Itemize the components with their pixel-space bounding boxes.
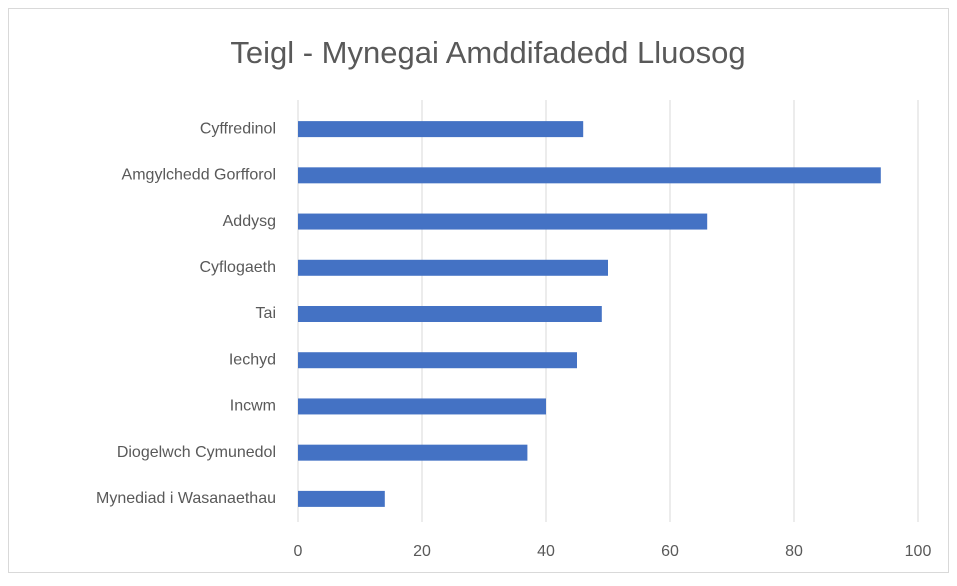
bar bbox=[298, 167, 881, 184]
x-tick-label: 20 bbox=[413, 543, 431, 560]
bar bbox=[298, 490, 385, 507]
chart-title: Teigl - Mynegai Amddifadedd Lluosog bbox=[230, 35, 745, 70]
x-tick-label: 60 bbox=[661, 543, 679, 560]
bar bbox=[298, 213, 708, 230]
y-tick-label: Incwm bbox=[230, 398, 276, 415]
x-tick-label: 40 bbox=[537, 543, 555, 560]
bar bbox=[298, 306, 602, 322]
y-tick-label: Diogelwch Cymunedol bbox=[117, 444, 276, 461]
chart-frame bbox=[8, 8, 949, 573]
y-tick-label: Addysg bbox=[223, 213, 276, 230]
bar bbox=[298, 444, 528, 461]
x-tick-label: 80 bbox=[785, 543, 803, 560]
x-tick-label: 0 bbox=[294, 543, 303, 560]
bar bbox=[298, 398, 546, 415]
bar bbox=[298, 259, 608, 276]
y-tick-label: Mynediad i Wasanaethau bbox=[96, 490, 276, 507]
y-tick-label: Iechyd bbox=[229, 351, 276, 368]
x-tick-label: 100 bbox=[905, 543, 932, 560]
bar bbox=[298, 352, 577, 369]
y-tick-label: Amgylchedd Gorfforol bbox=[122, 167, 276, 184]
bar bbox=[298, 121, 584, 138]
y-tick-label: Cyffredinol bbox=[200, 120, 276, 137]
y-tick-label: Tai bbox=[256, 305, 276, 322]
y-tick-label: Cyflogaeth bbox=[200, 259, 277, 276]
